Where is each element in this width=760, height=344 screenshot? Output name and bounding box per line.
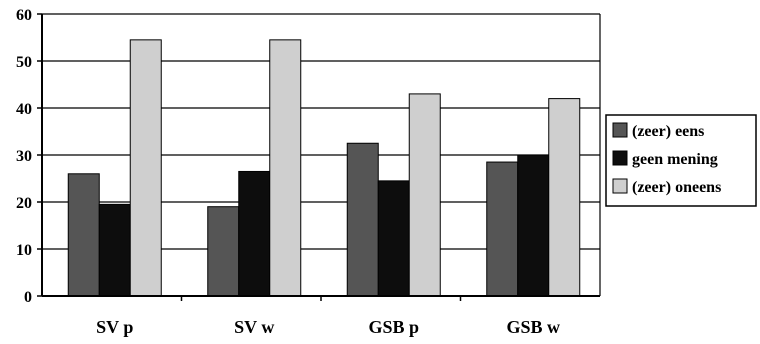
legend: (zeer) eens geen mening (zeer) oneens <box>605 114 757 207</box>
bar-0-0 <box>67 173 100 297</box>
bar-0-2 <box>129 39 162 297</box>
bar-1-0 <box>207 206 240 297</box>
x-tick-labels: SV p SV w GSB p GSB w <box>96 296 560 337</box>
y-tick-label: 40 <box>16 101 32 118</box>
bar-3-1 <box>517 154 550 297</box>
x-tick-label: SV p <box>96 317 133 337</box>
y-tick-labels: 0 10 20 30 40 50 60 <box>16 7 42 306</box>
x-tick-label: GSB p <box>368 317 419 337</box>
bar-3-0 <box>486 161 519 297</box>
legend-swatch-eens <box>612 122 628 138</box>
y-tick-label: 30 <box>16 148 32 165</box>
legend-item-geen-mening: geen mening <box>612 150 718 168</box>
bars <box>67 39 581 297</box>
legend-item-eens: (zeer) eens <box>612 122 704 140</box>
y-tick-label: 60 <box>16 7 32 24</box>
x-tick-label: SV w <box>234 317 274 337</box>
legend-box <box>605 114 757 207</box>
bar-3-2 <box>548 98 581 297</box>
legend-swatch-oneens <box>612 178 628 194</box>
bar-1-2 <box>269 39 302 297</box>
legend-item-oneens: (zeer) oneens <box>612 178 721 196</box>
x-tick-label: GSB w <box>506 317 560 337</box>
bar-2-0 <box>346 142 379 297</box>
legend-label-oneens: (zeer) oneens <box>632 179 721 196</box>
y-tick-label: 0 <box>24 289 32 306</box>
y-tick-label: 20 <box>16 195 32 212</box>
bar-2-1 <box>377 180 410 297</box>
y-tick-label: 50 <box>16 54 32 71</box>
bar-2-2 <box>408 93 441 297</box>
bar-1-1 <box>238 170 271 297</box>
legend-label-eens: (zeer) eens <box>632 123 704 140</box>
bar-0-1 <box>98 203 131 297</box>
y-tick-label: 10 <box>16 242 32 259</box>
legend-swatch-geen-mening <box>612 150 628 166</box>
legend-label-geen-mening: geen mening <box>632 151 718 168</box>
